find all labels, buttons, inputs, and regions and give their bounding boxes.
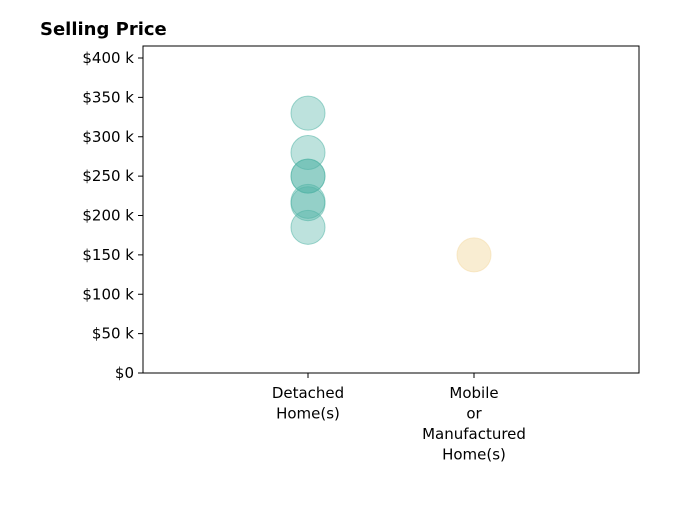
- x-axis: Detached Home(s) Mobile or Manufactured Home(…: [272, 373, 526, 464]
- plot-area-frame: [142, 45, 640, 374]
- data-point: [456, 237, 492, 273]
- y-tick-label: $50 k: [92, 325, 134, 343]
- y-tick-label: $350 k: [82, 88, 134, 106]
- y-tick-label: $0: [115, 364, 134, 382]
- y-tick-label: $300 k: [82, 128, 134, 146]
- y-tick-label: $400 k: [82, 49, 134, 67]
- x-tick-label: Detached Home(s): [272, 384, 344, 423]
- y-tick-label: $200 k: [82, 207, 134, 225]
- y-tick-label: $250 k: [82, 167, 134, 185]
- data-point: [290, 95, 326, 131]
- chart-title: Selling Price: [40, 19, 167, 40]
- y-axis: $0 $50 k $100 k $150 k $200 k $250 k $300 k $35…: [82, 49, 143, 382]
- x-tick-label: Mobile or Manufactured Home(s): [422, 384, 526, 464]
- data-point: [290, 209, 326, 245]
- y-tick-label: $100 k: [82, 285, 134, 303]
- data-points: [290, 95, 492, 273]
- y-tick-label: $150 k: [82, 246, 134, 264]
- data-point: [290, 158, 326, 194]
